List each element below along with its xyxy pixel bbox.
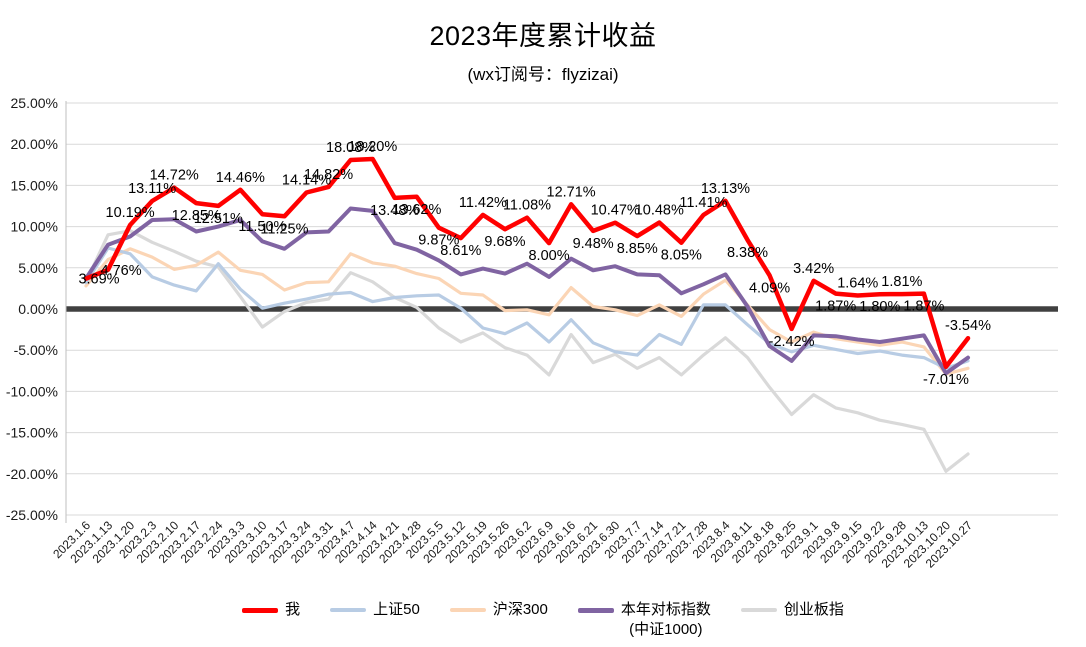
y-tick-label: 0.00% xyxy=(18,301,58,317)
data-label: -3.54% xyxy=(945,318,991,334)
legend-label-me: 我 xyxy=(285,601,301,618)
data-label: 1.87% xyxy=(815,299,856,315)
series-line-benchmark xyxy=(84,206,970,376)
legend-label-hs300: 沪深300 xyxy=(492,601,548,618)
legend-swatch-sse50 xyxy=(330,608,367,612)
data-label: 13.13% xyxy=(701,181,750,197)
chart-title: 2023年度累计收益 xyxy=(429,21,657,51)
data-label: 18.20% xyxy=(348,139,397,155)
series-line-sse50 xyxy=(84,246,970,370)
data-label: 13.62% xyxy=(392,202,441,218)
legend-item-hs300: 沪深300 xyxy=(449,600,548,620)
data-label: 1.80% xyxy=(859,299,900,315)
data-label: 14.46% xyxy=(216,170,265,186)
legend-item-chinext: 创业板指 xyxy=(740,600,844,620)
data-label: 8.00% xyxy=(528,248,569,264)
legend-swatch-chinext xyxy=(740,608,777,612)
y-tick-label: -5.00% xyxy=(14,342,58,358)
legend-swatch-hs300 xyxy=(449,608,486,612)
legend-item-me: 我 xyxy=(242,600,300,620)
data-label: 18.08% xyxy=(326,140,375,156)
data-label: 8.85% xyxy=(617,241,658,257)
series-line-me xyxy=(83,156,971,370)
legend-label-chinext: 创业板指 xyxy=(783,601,844,618)
data-label: 10.47% xyxy=(591,203,640,219)
data-label: 13.11% xyxy=(128,181,176,197)
data-label: 10.48% xyxy=(635,203,684,219)
series-line-chinext xyxy=(84,229,970,473)
data-label: 8.38% xyxy=(727,245,768,261)
data-label: 11.42% xyxy=(459,195,507,211)
data-label: 3.69% xyxy=(78,272,119,288)
chart-subtitle: (wx订阅号：flyzizai) xyxy=(467,65,619,84)
data-label: 11.41% xyxy=(679,195,727,211)
data-label: 1.64% xyxy=(837,275,878,291)
legend-swatch-me xyxy=(242,608,279,613)
chart-legend: 我 上证50 沪深300 本年对标指数 (中证1000) 创业板指 xyxy=(0,600,1086,641)
data-label: 9.68% xyxy=(484,234,525,250)
data-label: 11.50% xyxy=(238,219,286,235)
data-label: 9.87% xyxy=(418,233,459,249)
data-label: 9.48% xyxy=(573,236,614,252)
data-label: 11.25% xyxy=(260,221,308,237)
data-label: 13.48% xyxy=(370,203,419,219)
data-label: 14.82% xyxy=(304,167,353,183)
legend-item-sse50: 上证50 xyxy=(330,600,420,620)
y-tick-label: 20.00% xyxy=(11,136,58,152)
data-label: 12.85% xyxy=(172,208,221,224)
data-label: 1.81% xyxy=(881,274,922,290)
y-tick-label: 10.00% xyxy=(11,219,58,235)
legend-label2-benchmark: (中证1000) xyxy=(629,621,703,639)
series-me-data-labels: 3.69%4.76% 10.19% 13.11%14.72% 12.85%12.51%… xyxy=(78,139,991,388)
data-label: -7.01% xyxy=(923,372,969,388)
legend-label-benchmark: 本年对标指数 (中证1000) xyxy=(621,600,711,641)
data-label: -2.42% xyxy=(769,334,815,350)
y-tick-label: 5.00% xyxy=(18,260,58,276)
legend-item-benchmark: 本年对标指数 (中证1000) xyxy=(577,600,711,641)
data-label: 4.09% xyxy=(749,280,790,296)
data-label: 10.19% xyxy=(106,205,155,221)
y-tick-label: -25.00% xyxy=(6,507,58,523)
data-label: 12.71% xyxy=(547,184,596,200)
y-tick-label: -10.00% xyxy=(6,383,58,399)
y-tick-label: 25.00% xyxy=(11,95,58,111)
legend-swatch-benchmark xyxy=(577,608,614,613)
data-label: 11.08% xyxy=(503,198,551,214)
y-tick-label: -20.00% xyxy=(6,466,58,482)
y-axis-labels: 25.00% 20.00% 15.00% 10.00% 5.00% 0.00% -5.00%… xyxy=(6,95,58,523)
data-label: 1.87% xyxy=(903,299,944,315)
data-label: 14.72% xyxy=(150,168,199,184)
data-label: 12.51% xyxy=(194,211,243,227)
data-label: 8.05% xyxy=(661,248,702,264)
y-tick-label: -15.00% xyxy=(6,425,58,441)
data-label: 3.42% xyxy=(793,261,834,277)
x-axis-labels: 2023.1.62023.1.132023.1.202023.2.32023.2… xyxy=(50,518,975,571)
legend-label-sse50: 上证50 xyxy=(373,601,420,618)
data-label: 8.61% xyxy=(440,243,481,259)
y-tick-label: 15.00% xyxy=(11,177,58,193)
data-label: 4.76% xyxy=(100,263,141,279)
data-label: 14.14% xyxy=(282,172,331,188)
